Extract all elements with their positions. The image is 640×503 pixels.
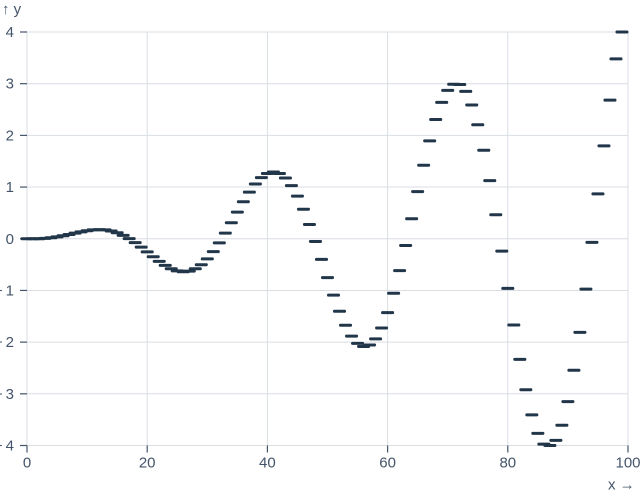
svg-text:60: 60: [379, 455, 396, 472]
svg-text:0: 0: [6, 231, 14, 248]
svg-text:− 4: − 4: [0, 438, 14, 455]
svg-text:4: 4: [6, 24, 14, 41]
svg-text:2: 2: [6, 127, 14, 144]
svg-text:100: 100: [615, 455, 640, 472]
svg-text:− 2: − 2: [0, 334, 14, 351]
svg-text:3: 3: [6, 76, 14, 93]
svg-text:↑ y: ↑ y: [2, 1, 22, 18]
svg-text:x →: x →: [608, 477, 635, 494]
svg-text:40: 40: [259, 455, 276, 472]
svg-text:− 1: − 1: [0, 282, 14, 299]
svg-text:1: 1: [6, 179, 14, 196]
svg-text:80: 80: [499, 455, 516, 472]
svg-text:− 3: − 3: [0, 386, 14, 403]
svg-text:20: 20: [139, 455, 156, 472]
svg-text:0: 0: [23, 455, 31, 472]
